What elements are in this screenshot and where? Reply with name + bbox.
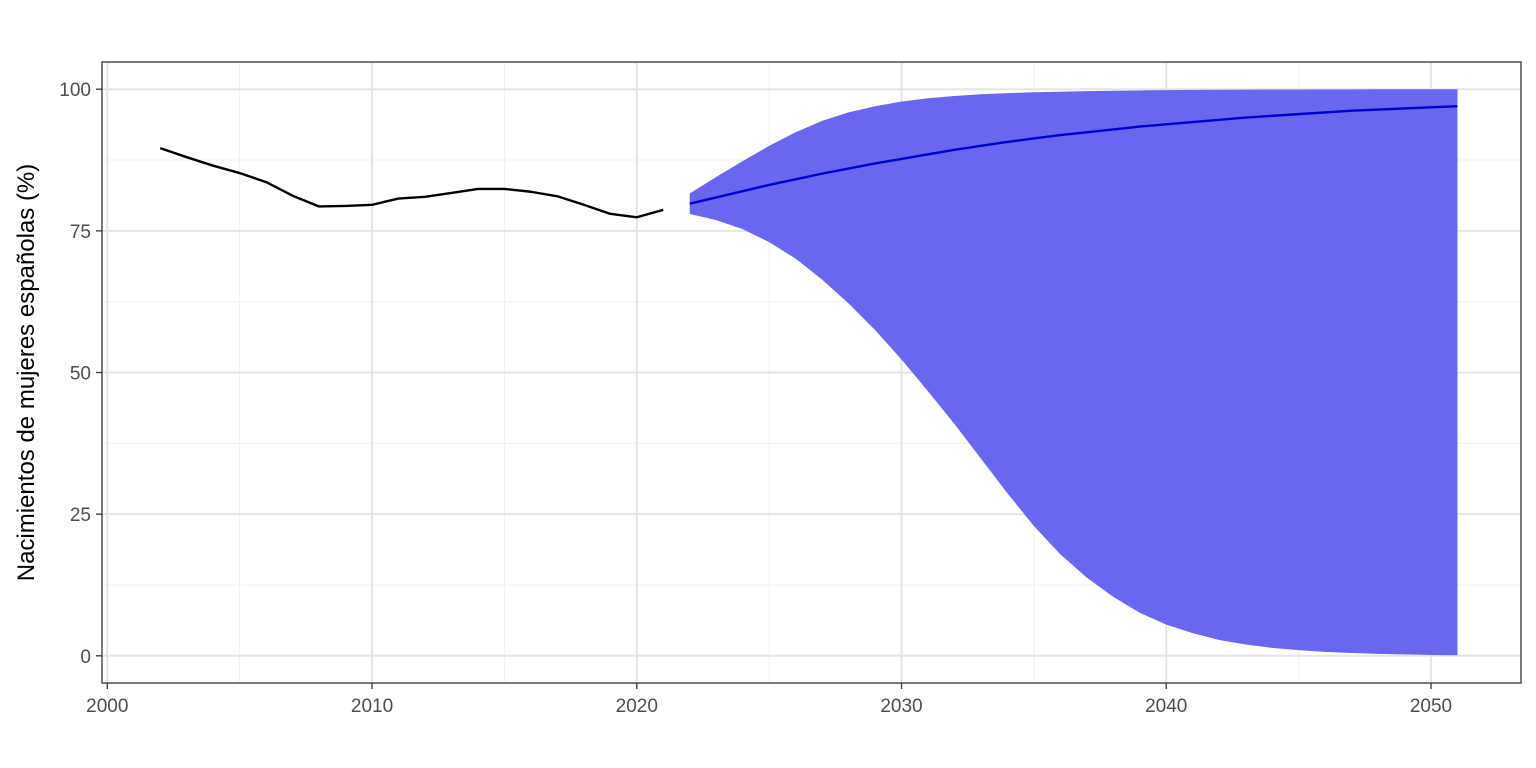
forecast-band-layer (689, 89, 1458, 656)
x-tick-label: 2030 (880, 696, 922, 717)
forecast-interval-band (689, 89, 1458, 656)
forecast-line (689, 105, 1458, 205)
y-tick-label: 25 (70, 505, 91, 526)
x-tick-label: 2040 (1145, 696, 1187, 717)
x-tick-label: 2020 (616, 696, 658, 717)
y-axis-title: Nacimientos de mujeres españolas (%) (13, 164, 40, 582)
axes: 2000 2010 2020 2030 2040 2050 0 25 50 75 100 (59, 80, 1452, 717)
y-tick-label: 100 (59, 80, 91, 101)
y-tick-label: 0 (80, 647, 91, 668)
observed-line (159, 146, 664, 219)
x-tick-label: 2000 (86, 696, 128, 717)
y-tick-label: 75 (70, 222, 91, 243)
y-tick-label: 50 (70, 364, 91, 385)
x-tick-label: 2010 (351, 696, 393, 717)
line-layer (159, 105, 1458, 219)
x-tick-label: 2050 (1410, 696, 1452, 717)
